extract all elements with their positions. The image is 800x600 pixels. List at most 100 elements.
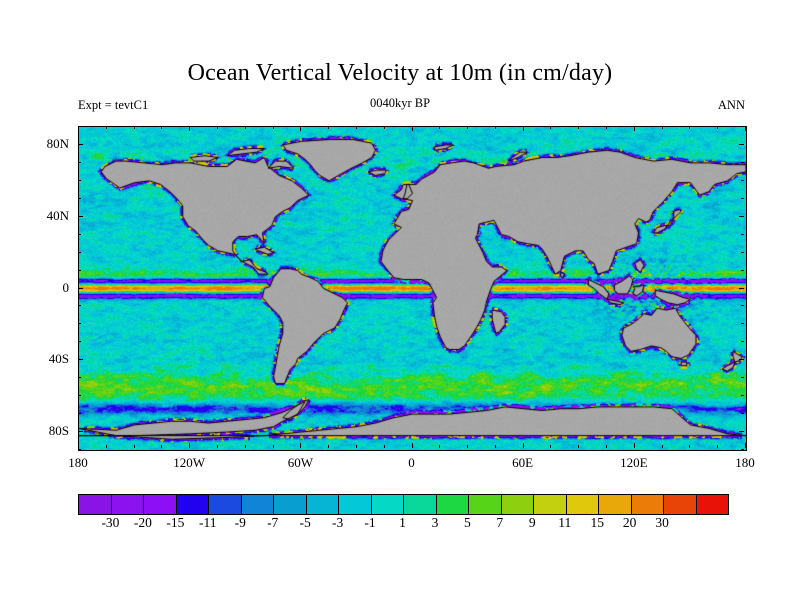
axis-tick [383, 126, 385, 129]
colorbar-tick-label: -1 [364, 515, 376, 530]
axis-tick [78, 443, 79, 448]
colorbar-cell [501, 495, 534, 514]
season-label: ANN [717, 98, 745, 112]
axis-tick [741, 197, 744, 199]
axis-tick [578, 445, 580, 448]
colorbar-tick-label: 30 [655, 515, 669, 530]
colorbar-cell [241, 495, 274, 514]
axis-tick [741, 323, 744, 325]
axis-tick [78, 305, 81, 307]
colorbar-tick-label: -5 [299, 515, 311, 530]
colorbar-tick-label: 5 [464, 515, 471, 530]
colorbar-cell [436, 495, 469, 514]
axis-tick [78, 251, 81, 253]
axis-tick [189, 443, 191, 448]
colorbar-tick-label: -15 [166, 515, 185, 530]
axis-tick [606, 445, 608, 448]
colorbar-cell [79, 495, 112, 514]
axis-tick [739, 359, 744, 361]
colorbar-cell [599, 495, 632, 514]
x-axis-tick-label: 120E [620, 455, 648, 470]
x-axis-tick-label: 180 [735, 455, 755, 470]
colorbar-tick-label: 11 [558, 515, 572, 530]
axis-tick [550, 126, 552, 129]
axis-tick [272, 445, 274, 448]
axis-tick [741, 305, 744, 307]
axis-tick [661, 126, 663, 129]
map-plot-area [78, 126, 747, 451]
axis-tick [383, 445, 385, 448]
axis-tick [78, 161, 81, 163]
colorbar-cell [696, 495, 728, 514]
axis-tick [411, 443, 413, 448]
x-axis-tick-label: 180 [68, 455, 88, 470]
axis-tick [717, 126, 719, 129]
axis-tick [741, 269, 744, 271]
colorbar [78, 494, 729, 515]
axis-tick [467, 445, 469, 448]
axis-tick [133, 126, 135, 129]
axis-tick [216, 126, 218, 129]
axis-tick [78, 413, 81, 415]
colorbar-tick-label: -7 [267, 515, 279, 530]
colorbar-tick-labels: -30 -20 -15 -11 -9 -7 -5 -3 -1 1 3 5 7 9 11 15 20 30 [78, 515, 727, 535]
axis-tick [739, 431, 744, 433]
axis-tick [189, 126, 191, 131]
axis-tick [78, 179, 81, 181]
axis-tick [133, 445, 135, 448]
y-axis-tick-label: 40S [48, 351, 69, 367]
axis-tick [78, 341, 81, 343]
y-axis-tick-label: 40N [46, 207, 69, 223]
colorbar-tick-label: -20 [133, 515, 152, 530]
axis-tick [355, 126, 357, 129]
colorbar-tick-label: -9 [234, 515, 246, 530]
colorbar-cell [111, 495, 144, 514]
colorbar-tick-label: 7 [496, 515, 504, 530]
axis-tick [78, 143, 83, 145]
colorbar-cell [469, 495, 502, 514]
axis-tick [661, 445, 663, 448]
axis-tick [161, 445, 163, 448]
axis-tick [741, 161, 744, 163]
colorbar-tick-label: -3 [331, 515, 344, 530]
axis-tick [78, 449, 81, 450]
axis-tick [494, 126, 496, 129]
axis-tick [161, 126, 163, 129]
axis-tick [741, 251, 744, 253]
colorbar-cell [534, 495, 567, 514]
axis-tick [467, 126, 469, 129]
axis-tick [550, 445, 552, 448]
ocean-velocity-heatmap [79, 127, 746, 450]
axis-tick [78, 395, 81, 397]
axis-tick [741, 413, 744, 415]
axis-tick [105, 126, 107, 129]
axis-tick [741, 449, 744, 450]
axis-tick [741, 179, 744, 181]
axis-tick [300, 443, 302, 448]
colorbar-cell [566, 495, 599, 514]
axis-tick [78, 233, 81, 235]
experiment-label: Expt = tevtC1 [78, 98, 149, 112]
axis-tick [633, 126, 635, 131]
axis-tick [494, 445, 496, 448]
axis-tick [78, 126, 81, 127]
axis-tick [411, 126, 413, 131]
axis-tick [272, 126, 274, 129]
x-axis-tick-label: 0 [408, 455, 415, 470]
x-axis-tick-label: 120W [173, 455, 206, 470]
axis-tick [741, 233, 744, 235]
axis-tick [522, 443, 524, 448]
axis-tick [689, 126, 691, 129]
axis-tick [439, 126, 441, 129]
axis-tick [300, 126, 302, 131]
axis-tick [244, 126, 246, 129]
colorbar-cell [371, 495, 404, 514]
x-axis-tick-label: 60E [512, 455, 534, 470]
colorbar-tick-label: 1 [399, 515, 406, 530]
axis-tick [741, 377, 744, 379]
axis-tick [78, 215, 83, 217]
axis-tick [578, 126, 580, 129]
page-title: Ocean Vertical Velocity at 10m (in cm/da… [187, 60, 613, 86]
axis-tick [633, 443, 635, 448]
y-axis-tick-label: 0 [62, 279, 70, 295]
